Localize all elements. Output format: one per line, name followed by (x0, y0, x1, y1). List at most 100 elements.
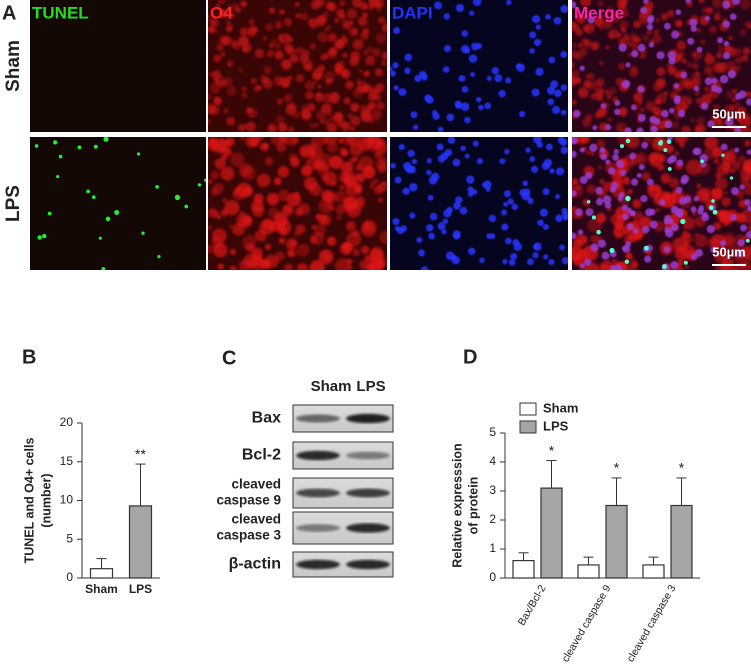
dapi-nucleus (390, 70, 396, 77)
dapi-nucleus (716, 87, 723, 94)
o4-signal (717, 44, 723, 50)
legend-swatch (519, 420, 537, 434)
lane-label: Sham (311, 378, 352, 395)
o4-signal (615, 77, 624, 86)
o4-signal (617, 178, 624, 185)
o4-signal (695, 71, 700, 76)
o4-signal (730, 147, 736, 154)
tunel-signal (663, 148, 668, 153)
o4-signal (351, 229, 360, 238)
protein-label: cleaved (231, 512, 281, 527)
dapi-nucleus (587, 15, 595, 24)
dapi-nucleus (483, 180, 492, 189)
dapi-nucleus (460, 145, 466, 152)
legend-label: LPS (543, 418, 569, 433)
dapi-nucleus (410, 111, 418, 119)
dapi-nucleus (533, 38, 542, 47)
dapi-nucleus (398, 143, 405, 151)
protein-band (296, 524, 340, 532)
dapi-nucleus (390, 162, 396, 169)
tunel-signal (729, 176, 734, 180)
o4-signal (647, 184, 656, 192)
o4-signal (653, 29, 660, 36)
o4-signal (381, 59, 387, 66)
dapi-nucleus (559, 244, 565, 251)
o4-signal (277, 166, 290, 178)
protein-label: Bax (252, 410, 281, 427)
dapi-nucleus (488, 214, 497, 223)
dapi-nucleus (560, 51, 568, 58)
o4-signal (607, 32, 614, 39)
o4-signal (317, 153, 333, 170)
o4-signal (377, 162, 387, 173)
o4-signal (641, 172, 651, 181)
dapi-nucleus (619, 169, 627, 176)
dapi-nucleus (720, 143, 728, 151)
dapi-nucleus (475, 42, 483, 50)
dapi-nucleus (535, 67, 544, 76)
o4-signal (712, 0, 723, 9)
o4-signal (215, 75, 226, 86)
o4-signal (345, 202, 352, 210)
dapi-nucleus (739, 224, 748, 232)
o4-signal (656, 164, 664, 172)
o4-signal (683, 240, 690, 248)
tunel-signal (204, 178, 206, 182)
o4-signal (232, 187, 246, 201)
o4-signal (208, 118, 212, 125)
o4-signal (377, 16, 386, 25)
tunel-signal (77, 145, 82, 150)
o4-signal (215, 3, 221, 9)
dapi-nucleus (649, 208, 656, 216)
dapi-nucleus (689, 18, 698, 27)
o4-signal (222, 107, 229, 114)
dapi-nucleus (719, 240, 726, 247)
dapi-nucleus (670, 205, 679, 214)
o4-signal (277, 189, 290, 202)
o4-signal (725, 154, 731, 161)
o4-signal (232, 40, 242, 50)
dapi-nucleus (467, 191, 474, 197)
o4-signal (588, 22, 596, 30)
o4-signal (358, 156, 374, 172)
o4-signal (660, 13, 669, 21)
significance-label: * (614, 460, 620, 476)
o4-signal (229, 265, 238, 270)
y-axis-label: of protein (466, 477, 480, 535)
y-axis-label: Relative expresssion (450, 443, 464, 567)
o4-signal (289, 53, 299, 64)
dapi-nucleus (648, 42, 655, 48)
dapi-nucleus (542, 223, 549, 231)
tunel-signal (86, 189, 91, 194)
dapi-nucleus (670, 261, 679, 269)
dapi-nucleus (618, 43, 627, 52)
dapi-nucleus (444, 148, 453, 157)
dapi-nucleus (744, 198, 751, 206)
microscopy-panel: Sham TUNEL O4 DAPI Merge 50µm LPS 50µm (3, 0, 751, 270)
o4-signal (309, 259, 325, 270)
dapi-nucleus (671, 30, 680, 39)
tunel-signal (667, 166, 672, 171)
o4-signal (293, 48, 299, 54)
o4-signal (245, 137, 258, 148)
channel-label: O4 (210, 3, 233, 22)
o4-signal (305, 90, 314, 100)
dapi-nucleus (455, 3, 465, 13)
o4-signal (696, 183, 702, 189)
tunel-signal (721, 153, 725, 157)
o4-signal (247, 27, 257, 37)
o4-signal (696, 188, 711, 203)
dapi-nucleus (739, 184, 745, 190)
o4-signal (747, 91, 751, 98)
o4-signal (681, 230, 690, 240)
o4-signal (324, 253, 331, 260)
dapi-nucleus (446, 113, 455, 122)
o4-signal (629, 41, 636, 48)
dapi-nucleus (421, 74, 428, 81)
o4-signal (572, 239, 583, 250)
y-axis-label: TUNEL and O4+ cells (22, 438, 36, 564)
tunel-signal (93, 144, 98, 149)
o4-signal (340, 161, 354, 174)
dapi-nucleus (602, 195, 612, 204)
o4-signal (676, 40, 687, 51)
